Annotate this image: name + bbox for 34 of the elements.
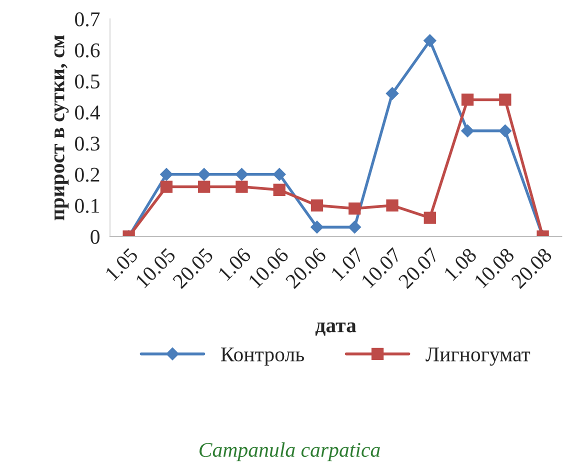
- point: [198, 180, 210, 193]
- point: [348, 202, 361, 215]
- x-tick-label: 1.08: [443, 247, 478, 282]
- point: [461, 124, 474, 138]
- point: [423, 34, 436, 48]
- point: [198, 168, 211, 181]
- y-tick-label: 0.4: [75, 106, 100, 120]
- y-tick-label: 0.7: [75, 12, 100, 26]
- point: [160, 168, 173, 181]
- y-tick-label: 0.5: [75, 74, 100, 89]
- y-tick-label: 0: [90, 230, 100, 244]
- point: [424, 212, 436, 224]
- text: Campanula carpatica: [200, 442, 380, 462]
- legend-label: Лигногумат: [426, 348, 530, 366]
- point: [235, 168, 248, 181]
- point: [498, 124, 512, 138]
- legend-label: Контроль: [221, 348, 304, 366]
- point: [386, 199, 398, 212]
- y-tick-label: 0.3: [75, 136, 100, 151]
- y-tick-label: 0.1: [75, 198, 100, 213]
- point: [348, 220, 362, 234]
- y-axis-title: прирост в сутки, см: [54, 35, 69, 220]
- point: [160, 180, 173, 193]
- point: [310, 220, 324, 234]
- point: [273, 184, 286, 196]
- point: [386, 87, 399, 100]
- y-tick-label: 0.6: [75, 43, 100, 58]
- x-axis-title: дата: [315, 322, 356, 336]
- point: [461, 94, 474, 106]
- point: [310, 199, 324, 212]
- point: [272, 168, 286, 181]
- y-tick-label: 0.2: [75, 168, 100, 182]
- point: [499, 94, 512, 106]
- point: [236, 180, 248, 193]
